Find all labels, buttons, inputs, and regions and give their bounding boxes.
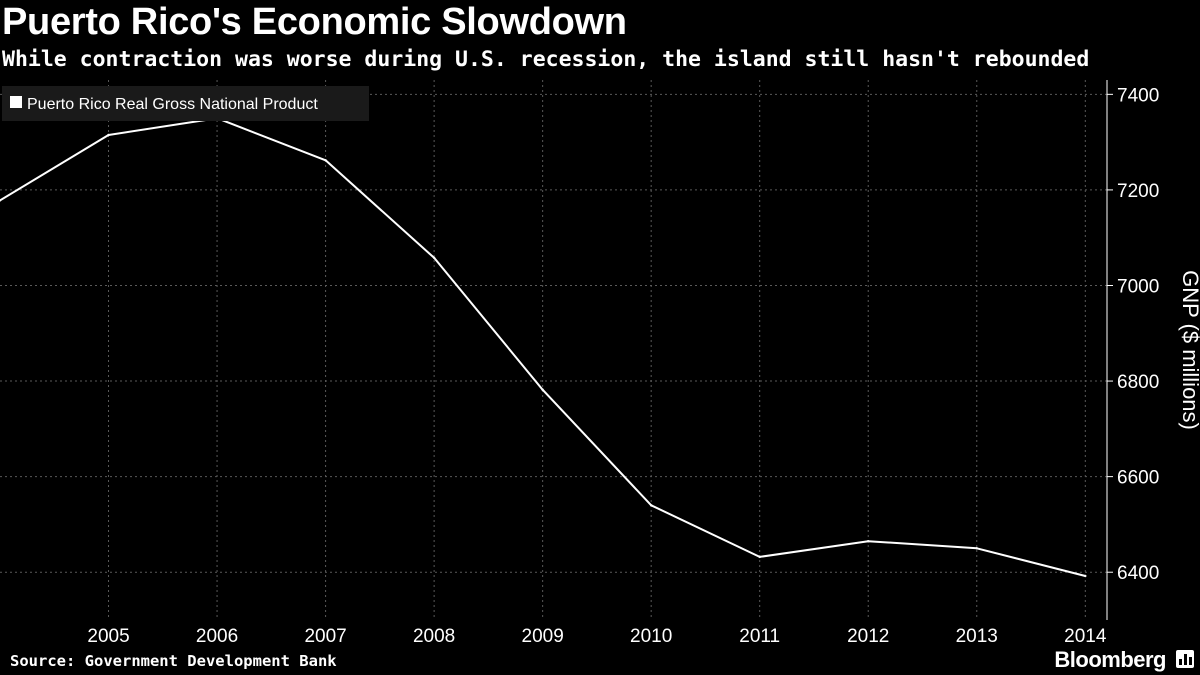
data-point-2012 [867,540,870,543]
y-tick-label-6800: 6800 [1117,372,1159,393]
legend-label: Puerto Rico Real Gross National Product [27,96,318,113]
legend: Puerto Rico Real Gross National Product [2,86,369,121]
legend-swatch [10,96,22,108]
y-tick-label-6400: 6400 [1117,563,1159,584]
x-tick-label-2012: 2012 [847,626,889,647]
x-tick-label-2009: 2009 [522,626,564,647]
x-tick-label-2010: 2010 [630,626,672,647]
x-tick-label-2007: 2007 [304,626,346,647]
brand-logo: Bloomberg [1054,647,1166,672]
x-tick-label-2011: 2011 [739,626,780,647]
y-tick-label-6600: 6600 [1117,468,1159,489]
chart-subtitle: While contraction was worse during U.S. … [2,47,1090,72]
y-tick-label-7000: 7000 [1117,276,1159,297]
data-point-2014 [1084,574,1087,578]
data-point-2005 [107,133,110,137]
x-tick-label-2005: 2005 [87,626,129,647]
grid-lines [0,80,1107,620]
y-tick-label-7400: 7400 [1117,85,1159,106]
data-point-2007 [324,159,327,162]
x-tick-label-2013: 2013 [956,626,998,647]
y-tick-label-7200: 7200 [1117,181,1159,202]
data-point-2011 [758,555,761,559]
data-point-2009 [541,388,544,391]
data-point-2004 [0,199,2,202]
x-tick-label-2006: 2006 [196,626,238,647]
data-point-2010 [650,504,653,507]
legend-background [2,86,369,121]
data-point-2008 [432,256,436,259]
x-tick-label-2008: 2008 [413,626,455,647]
x-tick-label-2014: 2014 [1064,626,1107,647]
x-axis-ticks: 2005 2006 2007 2008 2009 2010 2011 2012 2013 2014 [87,626,1106,647]
data-point-2013 [975,547,978,550]
bloomberg-chart-icon [1176,650,1194,668]
y-axis-ticks: 6400 6600 6800 7000 7200 7400 [1107,85,1159,584]
chart-title: Puerto Rico's Economic Slowdown [2,1,627,43]
y-axis-label: GNP ($ millions) [1178,270,1200,430]
source-note: Source: Government Development Bank [10,652,337,670]
series-layer [0,117,1087,578]
